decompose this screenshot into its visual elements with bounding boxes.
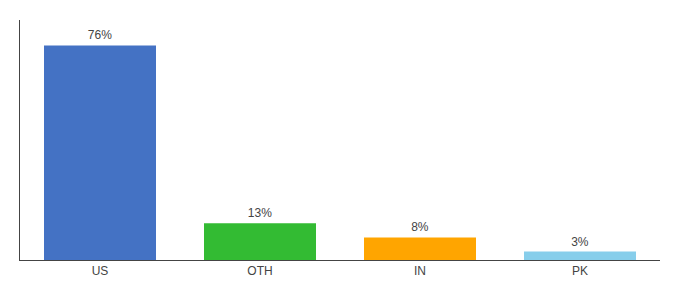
svg-text:PK: PK: [572, 264, 588, 278]
svg-text:IN: IN: [414, 264, 426, 278]
svg-text:76%: 76%: [88, 28, 112, 42]
svg-text:3%: 3%: [571, 235, 589, 249]
svg-text:8%: 8%: [411, 220, 429, 234]
svg-text:US: US: [92, 264, 109, 278]
svg-text:13%: 13%: [248, 206, 272, 220]
svg-text:OTH: OTH: [247, 264, 272, 278]
